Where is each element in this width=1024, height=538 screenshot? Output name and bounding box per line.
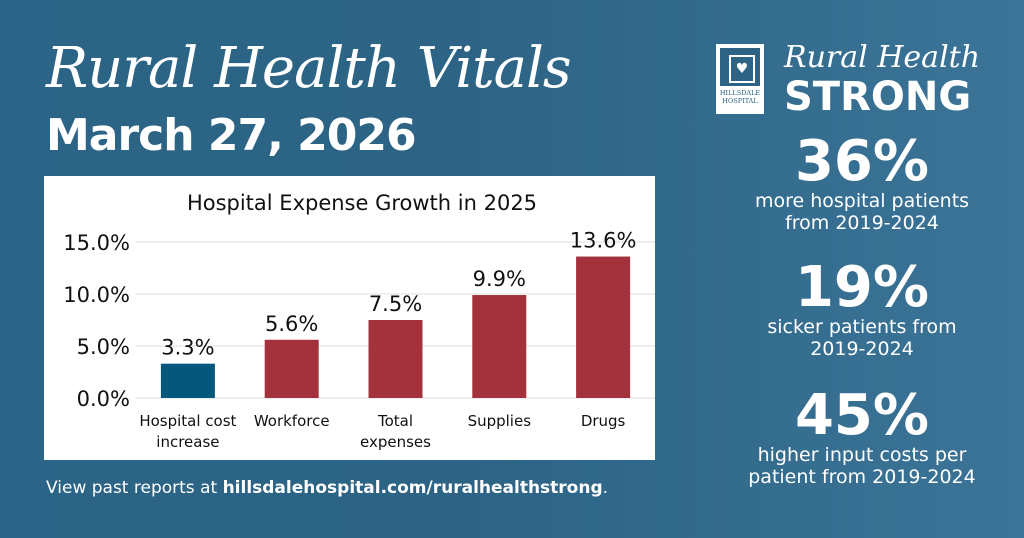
report-date: March 27, 2026: [46, 110, 417, 161]
data-label: 13.6%: [570, 229, 637, 253]
x-tick-label: Hospital cost: [139, 412, 236, 430]
stat-desc: more hospital patients: [754, 190, 970, 212]
logo-text: HILLSDALE HOSPITAL: [719, 89, 761, 105]
bar: [160, 363, 215, 398]
heart-h-icon: ♥: [729, 55, 755, 83]
footer-link[interactable]: hillsdalehospital.com/ruralhealthstrong: [222, 478, 603, 498]
data-label: 7.5%: [369, 292, 422, 316]
y-tick-label: 10.0%: [63, 283, 130, 307]
stat-sicker: 19% sicker patients from 2019-2024: [700, 255, 1024, 361]
stat-desc: patient from 2019-2024: [748, 466, 976, 488]
y-tick-label: 15.0%: [63, 231, 130, 255]
data-label: 5.6%: [265, 312, 318, 336]
hospital-logo: ♥ HILLSDALE HOSPITAL: [716, 44, 764, 114]
x-tick-label: Drugs: [581, 412, 626, 430]
stat-costs: 45% higher input costs per patient from …: [700, 383, 1024, 489]
stat-desc: from 2019-2024: [785, 212, 939, 234]
x-tick-label: increase: [156, 433, 219, 451]
x-tick-label: Workforce: [254, 412, 330, 430]
stat-patients: 36% more hospital patients from 2019-202…: [700, 129, 1024, 235]
bar: [368, 320, 423, 398]
y-tick-label: 0.0%: [77, 387, 130, 411]
x-tick-label: expenses: [360, 433, 431, 451]
tagline-line2: STRONG: [784, 74, 972, 120]
chart-title: Hospital Expense Growth in 2025: [187, 191, 537, 215]
footer-suffix: .: [602, 478, 609, 498]
bar: [472, 295, 527, 398]
bar: [576, 256, 631, 398]
stat-value: 36%: [794, 129, 930, 194]
data-label: 3.3%: [161, 336, 214, 360]
stat-value: 19%: [794, 255, 930, 320]
stat-value: 45%: [794, 383, 930, 448]
stat-desc: sicker patients from: [767, 316, 957, 338]
bar-chart: Hospital Expense Growth in 2025 0.0% 5.0%…: [63, 191, 655, 451]
stat-desc: 2019-2024: [810, 338, 914, 360]
x-tick-label: Supplies: [468, 412, 532, 430]
tagline-line1: Rural Health: [784, 40, 981, 75]
stat-desc: higher input costs per: [757, 444, 967, 466]
x-tick-label: Total: [377, 412, 413, 430]
chart-panel: Hospital Expense Growth in 2025 0.0% 5.0%…: [44, 176, 655, 460]
bar: [264, 339, 319, 398]
page-title: Rural Health Vitals: [46, 36, 572, 101]
data-label: 9.9%: [473, 267, 526, 291]
footer-prefix: View past reports at: [46, 478, 223, 498]
footer: View past reports at hillsdalehospital.c…: [46, 478, 608, 498]
y-tick-label: 5.0%: [77, 335, 130, 359]
